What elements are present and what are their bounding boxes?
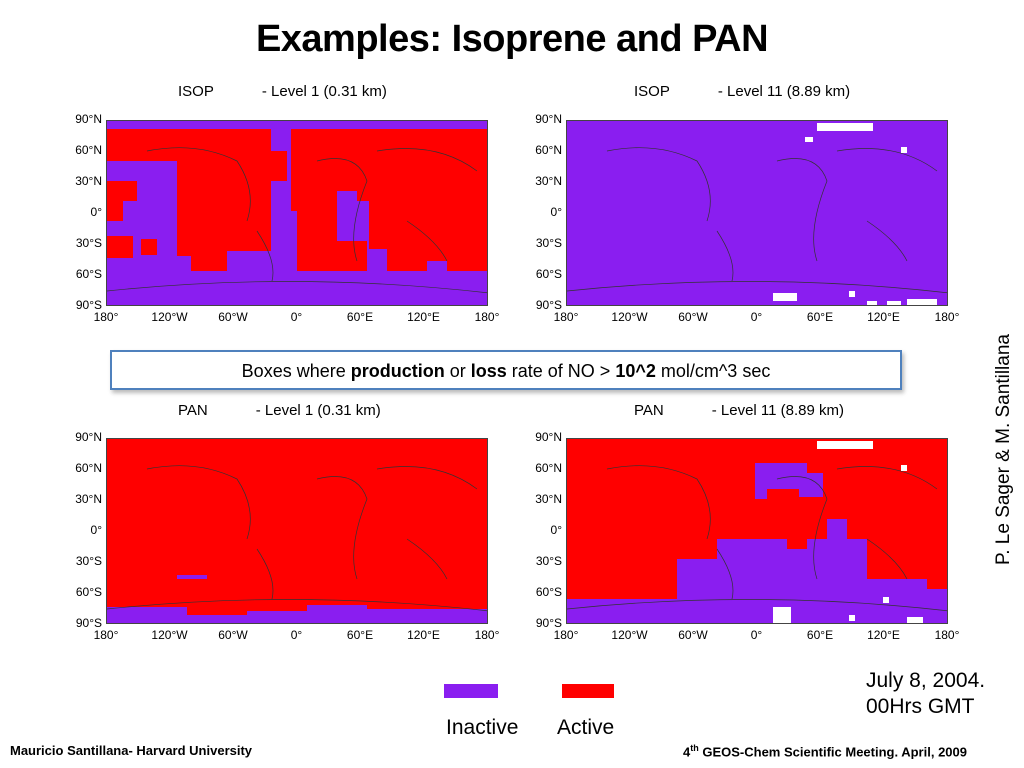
lat-tick-label: 30°N [75,174,102,188]
slide-title: Examples: Isoprene and PAN [255,18,769,60]
lon-tick-label: 0° [750,310,763,324]
lon-tick-label: 120°W [151,310,188,324]
footer-left: Mauricio Santillana- Harvard University [10,743,253,758]
lon-tick-label: 180° [93,628,119,642]
lon-tick-label: 60°W [678,628,708,642]
lat-tick-label: 60°N [75,143,102,157]
lat-tick-label: 60°S [75,267,102,281]
panel-title-isop-l11: ISOP - Level 11 (8.89 km) [634,83,851,100]
time-line: 00Hrs GMT [866,695,975,718]
lat-tick-label: 30°S [535,554,562,568]
lon-tick-label: 60°E [346,628,374,642]
lat-tick-label: 30°N [535,174,562,188]
lat-tick-label: 30°S [75,554,102,568]
map-pan-level11 [566,438,948,624]
note-threshold: 10^2 [615,361,656,381]
lat-tick-label: 90°N [75,430,102,444]
lat-tick-label: 0° [550,523,562,537]
footer-right: 4th GEOS-Chem Scientific Meeting. April,… [683,743,967,760]
lon-tick-label: 120°W [611,310,648,324]
lat-tick-label: 30°N [75,492,102,506]
author-credit: P. Le Sager & M. Santillana [993,334,1014,565]
lon-tick-label: 60°E [346,310,374,324]
lat-tick-label: 90°S [535,616,562,630]
lat-tick-label: 30°S [535,236,562,250]
lon-tick-label: 60°W [218,310,248,324]
lon-tick-label: 180° [93,310,119,324]
lat-tick-label: 90°S [75,298,102,312]
legend-label-active: Active [557,716,615,739]
legend-label-inactive: Inactive [446,716,519,739]
lat-tick-label: 0° [90,523,102,537]
map-isop-level11 [566,120,948,306]
date-stamp: July 8, 2004. 00Hrs GMT [866,668,985,720]
lon-tick-label: 60°E [806,310,834,324]
lon-tick-label: 60°W [678,310,708,324]
lon-tick-label: 120°W [151,628,188,642]
lat-tick-label: 30°N [535,492,562,506]
lat-tick-label: 0° [550,205,562,219]
lon-tick-label: 180° [474,628,500,642]
lon-tick-label: 120°E [407,310,440,324]
lon-tick-label: 180° [553,310,579,324]
panel-title-isop-l1: ISOP - Level 1 (0.31 km) [178,83,387,100]
lon-tick-label: 180° [934,310,960,324]
panel-title-pan-l11: PAN - Level 11 (8.89 km) [634,402,845,419]
note-text-1: Boxes where [241,361,351,381]
lat-tick-label: 0° [90,205,102,219]
lon-tick-label: 120°W [611,628,648,642]
lat-tick-label: 90°N [535,112,562,126]
lon-tick-label: 180° [474,310,500,324]
note-box: Boxes where production or loss rate of N… [110,350,902,390]
lon-tick-label: 60°W [218,628,248,642]
lat-tick-label: 90°S [535,298,562,312]
legend-swatch-inactive [444,684,498,698]
note-text-2: or [444,361,471,381]
map-pan-level1 [106,438,488,624]
lon-tick-label: 120°E [407,628,440,642]
map-isop-level1 [106,120,488,306]
lat-tick-label: 30°S [75,236,102,250]
lat-tick-label: 90°S [75,616,102,630]
note-production: production [350,361,445,381]
lon-tick-label: 180° [934,628,960,642]
panel-title-pan-l1: PAN - Level 1 (0.31 km) [178,402,381,419]
note-loss: loss [470,361,507,381]
date-line: July 8, 2004. [866,669,986,692]
note-text-3: rate of NO > [506,361,616,381]
lat-tick-label: 60°N [535,461,562,475]
lon-tick-label: 60°E [806,628,834,642]
lon-tick-label: 0° [290,310,303,324]
note-units: mol/cm^3 sec [655,361,771,381]
legend-swatch-active [562,684,614,698]
lat-tick-label: 60°N [75,461,102,475]
lat-tick-label: 90°N [75,112,102,126]
lon-tick-label: 120°E [867,310,900,324]
lat-tick-label: 60°S [535,585,562,599]
lat-tick-label: 90°N [535,430,562,444]
lat-tick-label: 60°S [535,267,562,281]
lon-tick-label: 0° [750,628,763,642]
lon-tick-label: 120°E [867,628,900,642]
lat-tick-label: 60°N [535,143,562,157]
lon-tick-label: 0° [290,628,303,642]
lat-tick-label: 60°S [75,585,102,599]
lon-tick-label: 180° [553,628,579,642]
